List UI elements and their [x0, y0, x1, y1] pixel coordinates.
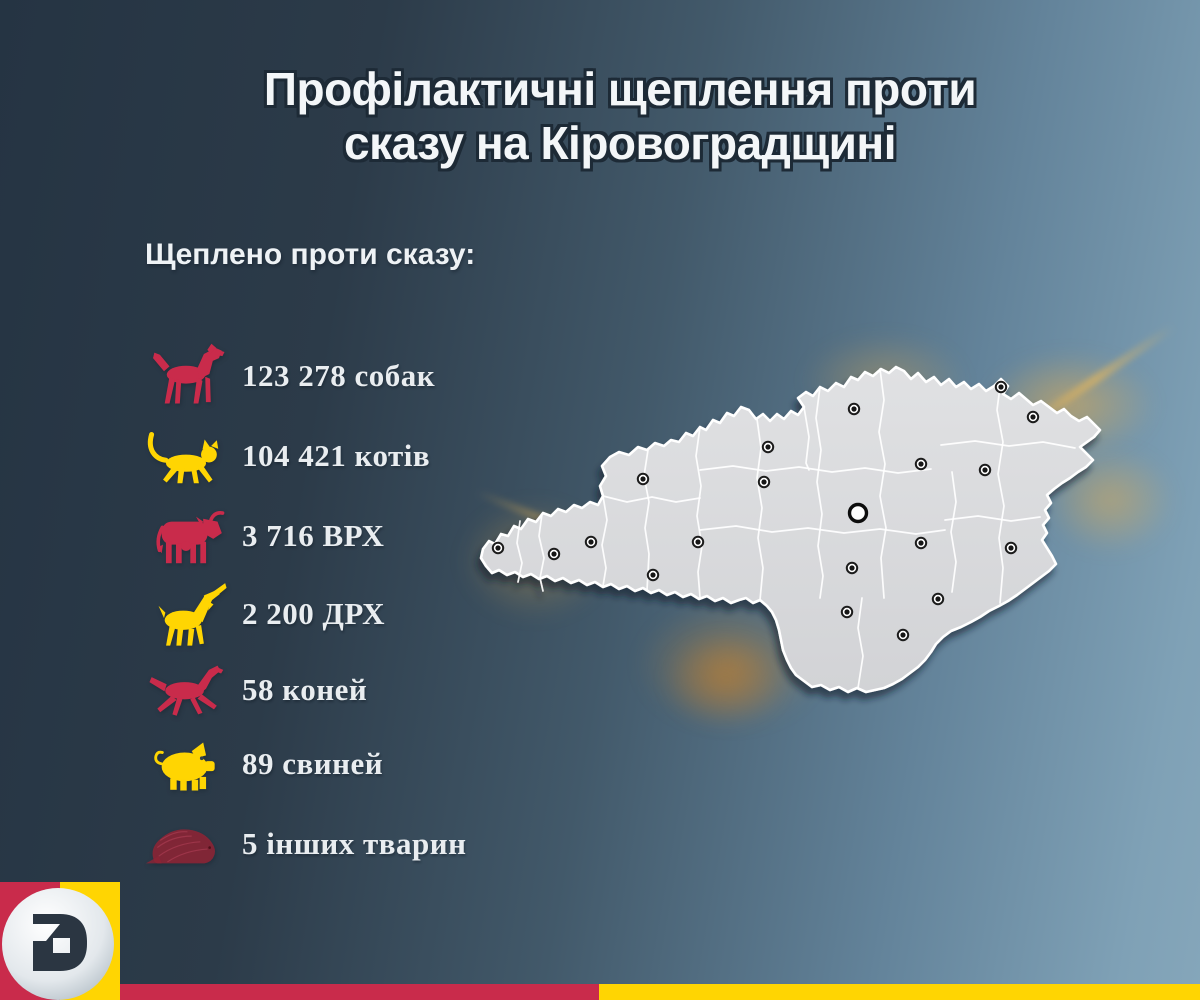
- list-item-label: 58 коней: [242, 672, 368, 707]
- logo-d-icon: [33, 914, 87, 971]
- list-item-label: 89 свиней: [242, 746, 384, 781]
- footer-stripe-red: [120, 984, 599, 1000]
- footer-stripe-yellow: [599, 984, 1200, 1000]
- list-item-label: 123 278 собак: [242, 358, 436, 393]
- cat-icon: [140, 421, 232, 491]
- list-item: 3 716 ВРХ: [140, 500, 560, 572]
- publisher-logo: [0, 882, 120, 1000]
- list-item-label: 3 716 ВРХ: [242, 518, 385, 553]
- dog-icon: [140, 341, 232, 411]
- goat-icon: [140, 579, 232, 649]
- list-heading: Щеплено проти сказу:: [145, 238, 476, 271]
- page-title-line2: сказу на Кіровоградщині: [344, 117, 897, 170]
- other-animal-icon: [140, 809, 232, 879]
- logo-circle: [2, 888, 114, 1000]
- list-item-label: 104 421 котів: [242, 438, 431, 473]
- district-markers: [491, 380, 1040, 642]
- page-title: Профілактичні щеплення проти сказу на Кі…: [40, 62, 1200, 171]
- cow-icon: [140, 501, 232, 571]
- horse-icon: [140, 655, 232, 725]
- district-borders: [516, 368, 1076, 689]
- list-item: 58 коней: [140, 654, 560, 726]
- list-item: 89 свиней: [140, 728, 560, 800]
- list-item-label: 5 інших тварин: [242, 826, 467, 861]
- list-item: 2 200 ДРХ: [140, 578, 560, 650]
- kirovohrad-oblast-map: [479, 365, 1102, 694]
- pig-icon: [140, 729, 232, 799]
- page-title-line1: Профілактичні щеплення проти: [263, 63, 977, 115]
- list-item: 123 278 собак: [140, 340, 560, 412]
- list-item-label: 2 200 ДРХ: [242, 596, 386, 631]
- list-item: 5 інших тварин: [140, 808, 560, 880]
- list-item: 104 421 котів: [140, 420, 560, 492]
